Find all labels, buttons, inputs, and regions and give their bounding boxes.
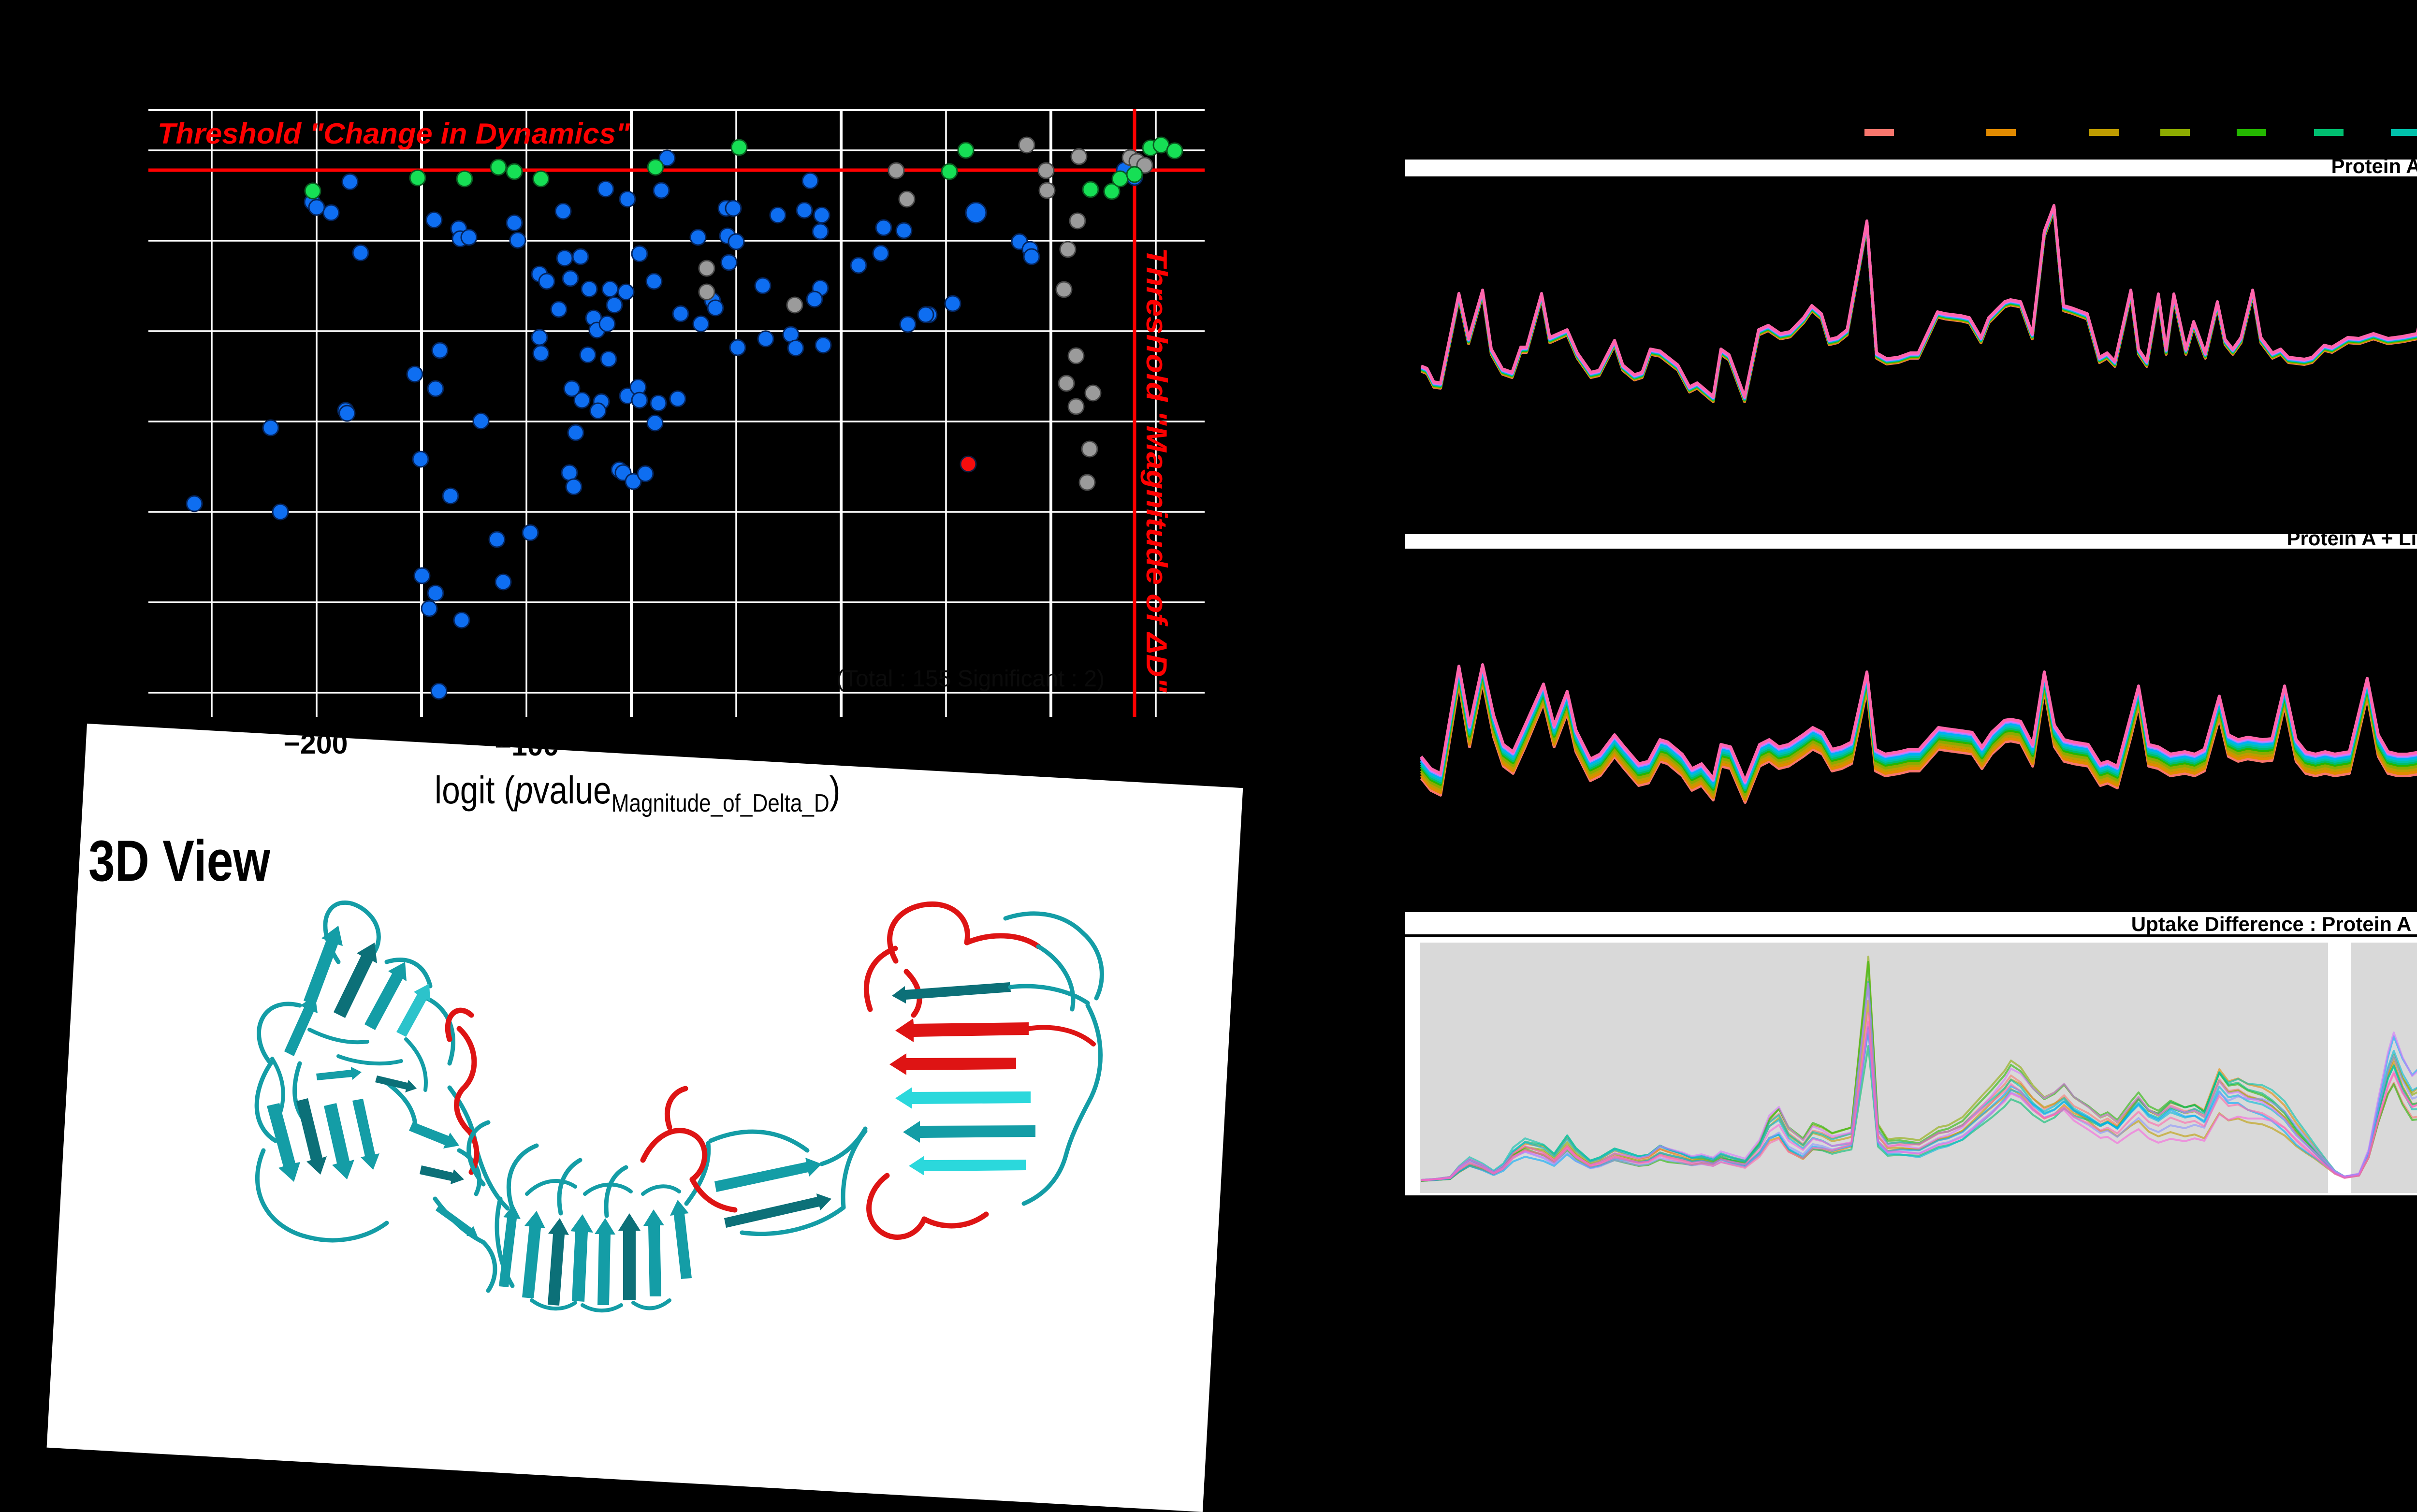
svg-text:Threshold "Change in Dynamics": Threshold "Change in Dynamics" bbox=[158, 117, 631, 150]
svg-text:Threshold "Magnitude of ΔD": Threshold "Magnitude of ΔD" bbox=[1140, 247, 1173, 693]
svg-text:Protein A + Ligand: Protein A + Ligand bbox=[2286, 527, 2417, 550]
svg-text:logit (pvalueMagnitude_of_Delt: logit (pvalueMagnitude_of_Delta_D) bbox=[435, 769, 840, 817]
svg-text:Protein A: Protein A bbox=[2331, 155, 2417, 177]
svg-text:(Total : 155 Significant: (Total : 155 Significant : 2) bbox=[836, 666, 1105, 692]
svg-text:3D View: 3D View bbox=[88, 829, 271, 893]
svg-text:Uptake Difference : Protein A: Uptake Difference : Protein A - (Protein… bbox=[2131, 913, 2417, 935]
